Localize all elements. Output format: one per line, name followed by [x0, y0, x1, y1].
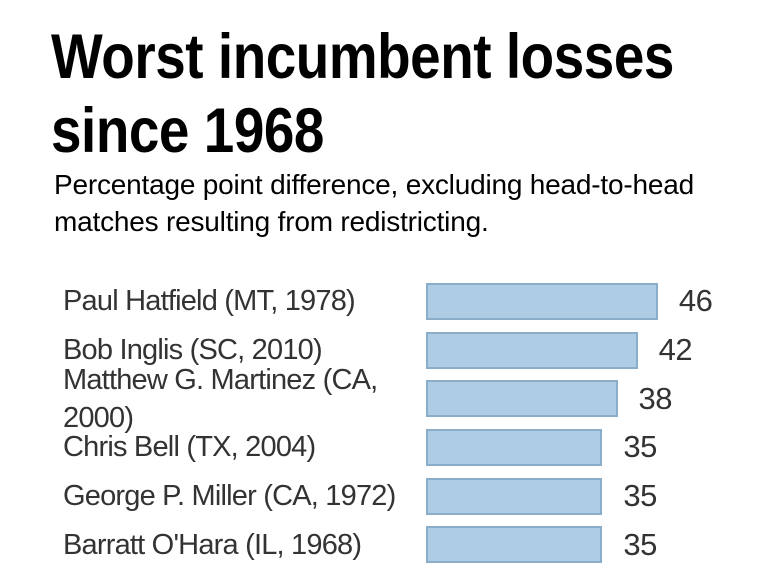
bar-chart: Paul Hatfield (MT, 1978) 46 Bob Inglis (SC…: [0, 277, 768, 569]
bar-value: 46: [678, 283, 713, 319]
chart-title: Worst incumbent losses since 1968: [51, 20, 764, 168]
bar-value: 35: [623, 478, 657, 514]
chart-row: Paul Hatfield (MT, 1978) 46: [0, 277, 768, 326]
chart-row: Bob Inglis (SC, 2010) 42: [0, 326, 768, 375]
bar-label: Paul Hatfield (MT, 1978): [63, 285, 356, 318]
chart-row: Barratt O'Hara (IL, 1968) 35: [0, 520, 768, 569]
chart-title-line-2: since 1968: [51, 96, 324, 166]
bar-value: 38: [638, 380, 673, 416]
chart-row: Chris Bell (TX, 2004) 35: [0, 423, 768, 472]
bar: [426, 477, 603, 515]
bar-label: Matthew G. Martinez (CA, 2000): [63, 363, 378, 434]
bar: [426, 380, 618, 418]
bar-label: Barratt O'Hara (IL, 1968): [63, 528, 362, 561]
chart-subtitle-line-1: Percentage point difference, excluding h…: [54, 169, 694, 200]
bar: [426, 526, 603, 564]
chart-subtitle-line-2: matches resulting from redistricting.: [54, 206, 489, 237]
chart-row: Matthew G. Martinez (CA, 2000) 38: [0, 364, 768, 434]
bar-value: 35: [623, 429, 657, 465]
bar-value: 42: [658, 332, 693, 368]
bar: [426, 428, 603, 466]
bar: [426, 282, 658, 320]
bar-value: 35: [623, 526, 657, 562]
bar: [426, 331, 638, 369]
chart-row: George P. Miller (CA, 1972) 35: [0, 472, 768, 521]
bar-label: Bob Inglis (SC, 2010): [63, 334, 323, 367]
chart-subtitle: Percentage point difference, excluding h…: [54, 166, 754, 240]
chart-title-line-1: Worst incumbent losses: [51, 22, 674, 92]
bar-label: Chris Bell (TX, 2004): [63, 431, 316, 464]
bar-label: George P. Miller (CA, 1972): [63, 480, 396, 513]
